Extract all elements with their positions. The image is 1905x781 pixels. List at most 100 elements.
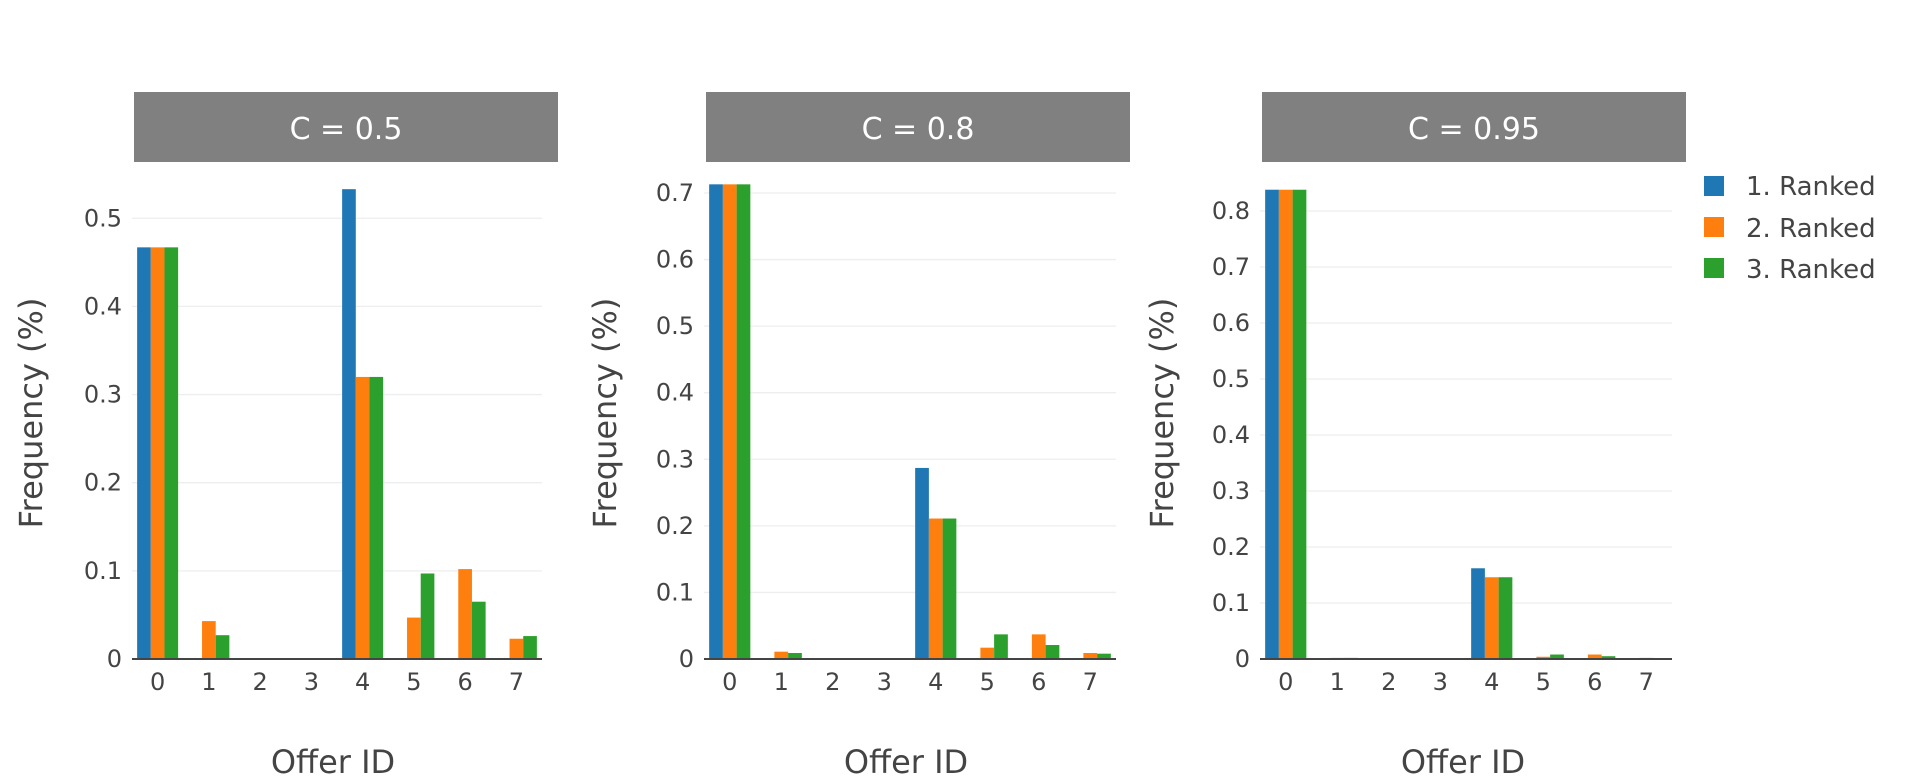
bar [736, 184, 751, 659]
x-tick-label: 5 [1536, 668, 1551, 696]
x-tick-label: 3 [877, 668, 892, 696]
bar [915, 467, 929, 659]
legend-label: 2. Ranked [1746, 214, 1876, 244]
y-tick-label: 0.7 [656, 179, 694, 207]
bar [523, 636, 537, 659]
y-tick-label: 0.2 [1212, 533, 1250, 561]
x-tick-label: 1 [774, 668, 789, 696]
y-tick-label: 0.4 [1212, 421, 1250, 449]
bar [369, 376, 384, 659]
x-tick-label: 0 [1278, 668, 1293, 696]
bar [1278, 189, 1293, 659]
bar [202, 621, 216, 659]
bar [407, 617, 421, 659]
legend-item[interactable]: 2. Ranked [1704, 214, 1876, 244]
x-axis-title: Offer ID [271, 743, 395, 781]
bar [1031, 634, 1046, 659]
x-tick-label: 4 [1484, 668, 1499, 696]
bar [215, 635, 230, 659]
bar [420, 573, 435, 659]
bar [1097, 653, 1111, 659]
plot-area: 0 0.1 0.2 0.3 0.4 0.5 0.6 0.7 0.8 0 1 2 3 4 5 6 7 [1212, 189, 1672, 696]
chart-panel-c05: C = 0.5 Frequency (%) Offer ID 0 0.1 0.2 0.… [12, 92, 558, 781]
x-tick-label: 2 [1381, 668, 1396, 696]
bar [458, 569, 472, 659]
panel-title: C = 0.8 [862, 112, 975, 147]
bar [1292, 189, 1307, 659]
y-tick-label: 0.8 [1212, 197, 1250, 225]
chart-panel-c095: C = 0.95 Frequency (%) Offer ID 00.10.20… [1143, 92, 1686, 781]
bar [980, 647, 995, 659]
legend-swatch [1704, 176, 1724, 196]
x-tick-label: 3 [304, 668, 319, 696]
x-tick-label: 7 [1639, 668, 1654, 696]
x-tick-label: 1 [1330, 668, 1345, 696]
legend-swatch [1704, 258, 1724, 278]
y-tick-label: 0.2 [84, 469, 122, 497]
bar [774, 651, 789, 659]
y-axis-title: Frequency (%) [12, 298, 50, 529]
y-tick-label: 0.3 [84, 381, 122, 409]
y-tick-label: 0.7 [1212, 253, 1250, 281]
plot-area: 0 0.1 0.2 0.3 0.4 0.5 0.6 0.7 0 1 2 3 4 5 6 7 [656, 179, 1116, 696]
bar [928, 518, 943, 659]
x-axis-title: Offer ID [1401, 743, 1525, 781]
bar [1601, 656, 1616, 659]
bar [1498, 577, 1513, 659]
bar [942, 518, 957, 659]
y-tick-label: 0.5 [84, 204, 122, 232]
bar [709, 184, 723, 659]
bar [1083, 653, 1098, 659]
y-tick-label: 0.4 [84, 292, 122, 320]
y-tick-label: 0.3 [656, 445, 694, 473]
x-tick-label: 6 [457, 668, 472, 696]
panel-title-box [134, 92, 558, 162]
bar [1587, 654, 1602, 659]
legend-label: 1. Ranked [1746, 172, 1876, 202]
x-tick-label: 6 [1587, 668, 1602, 696]
y-tick-label: 0 [107, 645, 122, 673]
panel-title-box [1262, 92, 1686, 162]
y-tick-label: 0 [679, 645, 694, 673]
bar [342, 189, 356, 660]
bar [150, 247, 165, 659]
legend-item[interactable]: 3. Ranked [1704, 255, 1876, 285]
x-tick-label: 7 [509, 668, 524, 696]
x-tick-label: 5 [406, 668, 421, 696]
x-tick-label: 0 [722, 668, 737, 696]
panel-title: C = 0.95 [1408, 112, 1540, 147]
y-tick-label: 0 [1235, 645, 1250, 673]
y-tick-label: 0.6 [656, 246, 694, 274]
bar [1471, 568, 1485, 659]
x-tick-label: 2 [825, 668, 840, 696]
bar [1536, 656, 1551, 659]
legend-swatch [1704, 217, 1724, 237]
y-tick-label: 0.2 [656, 512, 694, 540]
legend: 1. Ranked 2. Ranked 3. Ranked [1704, 172, 1876, 285]
plot-area: 0 0.1 0.2 0.3 0.4 0.5 0 1 2 3 4 5 6 7 [84, 189, 542, 696]
y-axis-title: Frequency (%) [1143, 298, 1181, 529]
x-tick-label: 6 [1031, 668, 1046, 696]
bar [164, 247, 179, 659]
x-tick-label: 5 [980, 668, 995, 696]
bar [788, 653, 802, 659]
x-tick-label: 4 [355, 668, 370, 696]
bar [1265, 189, 1279, 659]
y-tick-label: 0.3 [1212, 477, 1250, 505]
bar [994, 634, 1008, 659]
x-axis-title: Offer ID [844, 743, 968, 781]
x-tick-label: 1 [201, 668, 216, 696]
x-tick-label: 7 [1083, 668, 1098, 696]
x-tick-label: 3 [1433, 668, 1448, 696]
x-tick-label: 4 [928, 668, 943, 696]
y-tick-label: 0.4 [656, 379, 694, 407]
y-tick-label: 0.5 [1212, 365, 1250, 393]
legend-item[interactable]: 1. Ranked [1704, 172, 1876, 202]
legend-label: 3. Ranked [1746, 255, 1876, 285]
bar [1045, 645, 1060, 659]
bar [1550, 654, 1564, 659]
panel-title-box [706, 92, 1130, 162]
x-tick-label: 2 [252, 668, 267, 696]
panel-title: C = 0.5 [290, 112, 403, 147]
